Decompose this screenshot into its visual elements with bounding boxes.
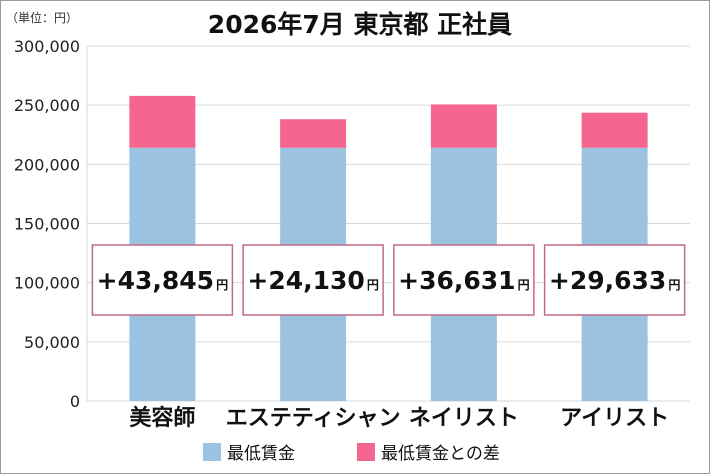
annotation-value: +43,845 bbox=[97, 266, 214, 295]
annotation-label: +24,130 円 bbox=[247, 266, 378, 295]
x-category-label: 美容師 bbox=[129, 405, 195, 431]
y-tick-label: 250,000 bbox=[14, 96, 80, 115]
legend-label: 最低賃金 bbox=[227, 444, 295, 464]
annotation-unit: 円 bbox=[216, 278, 228, 292]
difference-annotation: +29,633 円 bbox=[543, 244, 686, 316]
y-tick-label: 100,000 bbox=[14, 274, 80, 293]
y-tick-label: 300,000 bbox=[14, 37, 80, 56]
annotation-unit: 円 bbox=[518, 278, 530, 292]
chart-title: 2026年7月 東京都 正社員 bbox=[208, 10, 512, 39]
annotation-value: +29,633 bbox=[549, 266, 666, 295]
difference-annotation: +43,845 円 bbox=[91, 244, 234, 316]
annotation-box bbox=[543, 244, 686, 316]
bar-difference bbox=[430, 104, 497, 148]
annotation-label: +36,631 円 bbox=[398, 266, 529, 295]
annotations: +43,845 円 +24,130 円 +36,631 円 +29,633 円 bbox=[91, 244, 686, 316]
x-category-label: アイリスト bbox=[560, 406, 669, 431]
y-tick-label: 0 bbox=[70, 392, 80, 411]
annotation-label: +29,633 円 bbox=[549, 266, 680, 295]
legend-label: 最低賃金との差 bbox=[381, 444, 500, 464]
y-tick-label: 200,000 bbox=[14, 155, 80, 174]
annotation-box bbox=[242, 244, 384, 316]
bar-difference bbox=[280, 119, 347, 148]
difference-annotation: +24,130 円 bbox=[242, 244, 384, 316]
bar-difference bbox=[581, 112, 648, 148]
bar-difference bbox=[129, 95, 196, 148]
legend-swatch bbox=[203, 443, 221, 461]
y-tick-label: 50,000 bbox=[24, 333, 80, 352]
annotation-value: +36,631 bbox=[398, 266, 515, 295]
unit-label: （単位：円） bbox=[6, 10, 78, 25]
x-category-label: エステティシャン bbox=[226, 406, 401, 431]
annotation-unit: 円 bbox=[367, 278, 379, 292]
annotation-value: +24,130 bbox=[247, 266, 364, 295]
annotation-label: +43,845 円 bbox=[97, 266, 228, 295]
y-tick-label: 150,000 bbox=[14, 215, 80, 234]
annotation-unit: 円 bbox=[668, 278, 680, 292]
x-category-label: ネイリスト bbox=[409, 406, 519, 431]
category-labels: 美容師 エステティシャン ネイリスト アイリスト bbox=[129, 405, 669, 431]
legend: 最低賃金 最低賃金との差 bbox=[203, 443, 500, 464]
y-axis-ticks: 0 50,000 100,000 150,000 200,000 250,000 300,0… bbox=[14, 37, 80, 411]
annotation-box bbox=[91, 244, 234, 316]
annotation-box bbox=[393, 244, 535, 316]
legend-swatch bbox=[357, 443, 375, 461]
difference-annotation: +36,631 円 bbox=[393, 244, 535, 316]
